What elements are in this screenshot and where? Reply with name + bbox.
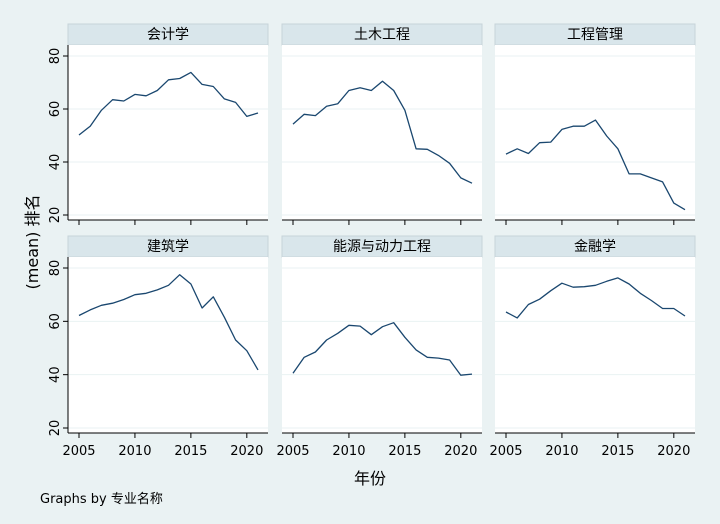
y-tick-label: 80 bbox=[48, 48, 63, 65]
plot-area bbox=[68, 45, 268, 220]
series-line bbox=[292, 80, 473, 184]
x-tick-label: 2015 bbox=[174, 444, 207, 459]
panel-title: 会计学 bbox=[147, 27, 189, 43]
x-tick-label: 2010 bbox=[118, 444, 151, 459]
panel-3: 工程管理 bbox=[494, 23, 696, 225]
series-line bbox=[505, 277, 686, 319]
x-tick-label: 2005 bbox=[276, 444, 309, 459]
panel-title: 土木工程 bbox=[354, 27, 410, 43]
x-tick-label: 2010 bbox=[545, 444, 578, 459]
panel-title: 能源与动力工程 bbox=[333, 239, 431, 255]
y-tick-label: 80 bbox=[48, 260, 63, 277]
y-tick-label: 60 bbox=[48, 313, 63, 330]
series-line bbox=[505, 119, 686, 211]
y-tick-label: 40 bbox=[48, 366, 63, 383]
plot-area bbox=[495, 45, 695, 220]
y-tick-label: 40 bbox=[48, 154, 63, 171]
y-tick-label: 60 bbox=[48, 101, 63, 118]
panel-title: 工程管理 bbox=[567, 27, 623, 43]
x-tick-label: 2010 bbox=[332, 444, 365, 459]
panel-title: 金融学 bbox=[574, 239, 616, 255]
panel-5: 能源与动力工程 2005 2010 2015 2020 bbox=[276, 235, 483, 459]
y-tick-label: 20 bbox=[48, 420, 63, 437]
y-axis-label: (mean) 排名 bbox=[23, 195, 42, 290]
plot-area bbox=[495, 257, 695, 433]
x-tick-label: 2020 bbox=[230, 444, 263, 459]
series-line bbox=[292, 322, 473, 376]
x-tick-label: 2020 bbox=[657, 444, 690, 459]
plot-area bbox=[68, 257, 268, 433]
series-line bbox=[78, 71, 259, 136]
x-axis-label: 年份 bbox=[354, 469, 386, 488]
x-tick-label: 2015 bbox=[601, 444, 634, 459]
x-tick-label: 2005 bbox=[489, 444, 522, 459]
plot-area bbox=[282, 257, 482, 433]
panel-2: 土木工程 bbox=[281, 23, 483, 225]
x-tick-label: 2020 bbox=[444, 444, 477, 459]
plot-area bbox=[282, 45, 482, 220]
graphs-by-note: Graphs by 专业名称 bbox=[40, 491, 163, 507]
series-line bbox=[78, 274, 259, 371]
panel-title: 建筑学 bbox=[147, 239, 189, 255]
x-tick-label: 2005 bbox=[62, 444, 95, 459]
x-tick-label: 2015 bbox=[388, 444, 421, 459]
panel-6: 金融学 2005 2010 2015 2020 bbox=[489, 235, 696, 459]
panel-4: 建筑学 20 40 60 80 2005 2010 2015 2020 bbox=[48, 235, 269, 459]
panel-1: 会计学 20 40 60 80 bbox=[48, 23, 269, 225]
y-tick-label: 20 bbox=[48, 207, 63, 224]
